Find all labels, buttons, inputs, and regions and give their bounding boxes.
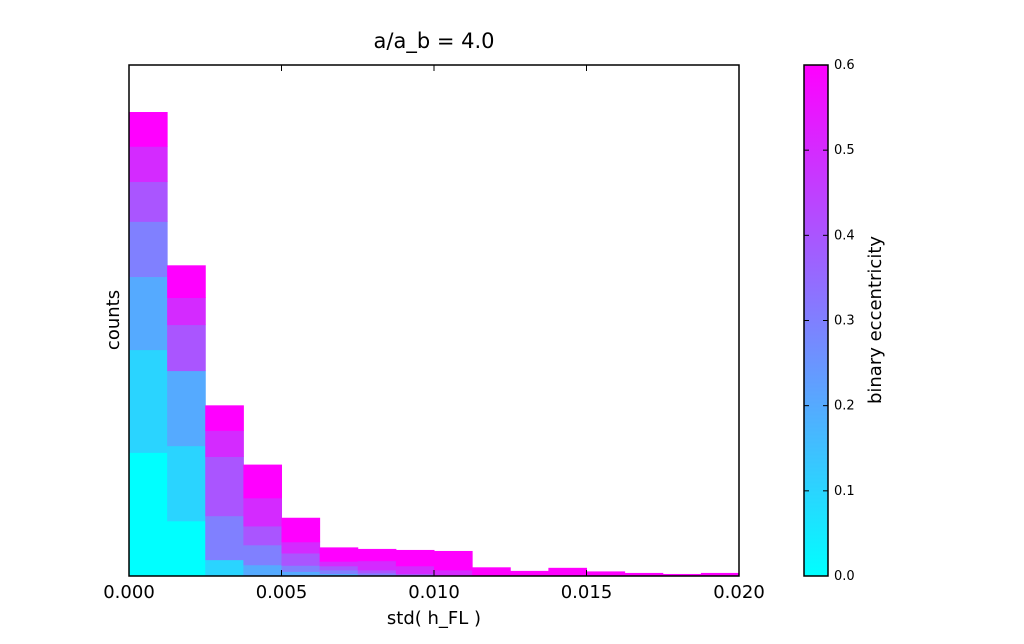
histogram-bar-segment	[319, 569, 359, 574]
histogram-bar-segment	[205, 405, 244, 431]
x-tick-label: 0.000	[103, 582, 155, 603]
y-axis-label: counts	[103, 290, 124, 350]
histogram-bar-segment	[395, 549, 435, 567]
histogram-bar-segment	[357, 548, 397, 562]
x-axis-ticks: 0.000 0.005 0.010 0.015 0.020	[103, 65, 765, 603]
histogram-bar-segment	[205, 559, 244, 577]
histogram-bar-segment	[700, 572, 740, 577]
histogram-bar-segment	[319, 565, 359, 571]
colorbar-label: binary eccentricity	[865, 236, 886, 404]
histogram-bar-segment	[129, 276, 168, 351]
colorbar-tick-label: 0.3	[834, 314, 855, 329]
histogram-bar-segment	[167, 265, 206, 298]
histogram-bar-segment	[548, 567, 588, 577]
histogram-bar-segment	[167, 297, 206, 326]
histogram-bar-segment	[281, 571, 321, 577]
colorbar-tick-label: 0.4	[834, 228, 855, 243]
histogram-bar-segment	[434, 569, 473, 577]
x-tick-label: 0.005	[256, 582, 308, 603]
histogram-bar-segment	[319, 561, 359, 567]
colorbar-tick-label: 0.6	[834, 58, 855, 73]
histogram-bar-segment	[472, 567, 511, 577]
histogram-bar-segment	[243, 464, 283, 499]
colorbar-tick-label: 0.1	[834, 484, 855, 499]
histogram-bar-segment	[434, 550, 473, 571]
histogram-bar-segment	[357, 560, 397, 571]
histogram-bar-segment	[129, 452, 168, 577]
histogram-bar-segment	[357, 572, 397, 577]
histogram-bar-segment	[129, 112, 168, 147]
histogram-bar-segment	[281, 517, 321, 543]
histogram-bar-segment	[281, 565, 321, 572]
chart-title: a/a_b = 4.0	[374, 29, 495, 54]
histogram-bar-segment	[281, 553, 321, 566]
histogram-bar-segment	[167, 445, 206, 522]
histogram-bar-segment	[205, 456, 244, 517]
x-tick-label: 0.015	[561, 582, 613, 603]
x-axis-label: std( h_FL )	[387, 608, 481, 629]
colorbar-tick-label: 0.2	[834, 399, 855, 414]
histogram-bar-segment	[624, 572, 664, 577]
histogram-bar-segment	[129, 146, 168, 183]
histogram-bar-segment	[243, 525, 283, 546]
histogram-bar-segment	[167, 370, 206, 447]
histogram-bar-segment	[129, 349, 168, 453]
histogram-bar-segment	[662, 573, 702, 577]
histogram-bar-segment	[129, 221, 168, 278]
histogram-bar-segment	[586, 571, 626, 577]
histogram-bar-segment	[243, 564, 283, 577]
histogram-bar-segment	[319, 573, 359, 577]
histogram-bars	[129, 112, 740, 577]
histogram-bar-segment	[205, 430, 244, 457]
histogram-bar-segment	[205, 515, 244, 561]
histogram-bar-segment	[281, 541, 321, 554]
x-tick-label: 0.010	[408, 582, 460, 603]
histogram-bar-segment	[357, 569, 397, 574]
histogram-bar-segment	[243, 544, 283, 566]
histogram-bar-segment	[395, 565, 435, 574]
histogram-bar-segment	[243, 497, 283, 527]
colorbar-tick-label: 0.5	[834, 143, 855, 158]
colorbar-tick-label: 0.0	[834, 569, 855, 584]
histogram-bar-segment	[395, 573, 435, 577]
colorbar-ticks: 0.0 0.1 0.2 0.3 0.4 0.5 0.6	[804, 58, 855, 584]
histogram-bar-segment	[167, 324, 206, 372]
histogram-bar-segment	[319, 547, 359, 562]
x-tick-label: 0.020	[713, 582, 765, 603]
histogram-bar-segment	[129, 181, 168, 222]
histogram-bar-segment	[510, 570, 549, 577]
histogram-bar-segment	[167, 520, 206, 577]
